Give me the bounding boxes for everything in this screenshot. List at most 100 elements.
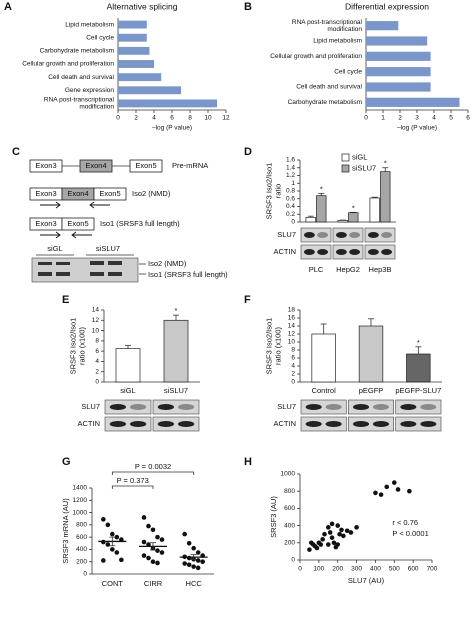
y-tick-label: 1000 [281, 471, 296, 478]
x-tick-label: 10 [204, 115, 212, 122]
y-tick-label: 0 [83, 571, 87, 578]
legend-label: siGL [352, 152, 367, 161]
blot-band [420, 421, 437, 427]
x-tick-label: 0 [116, 115, 120, 122]
data-point [391, 480, 397, 485]
category-label: Lipid metabolism [313, 38, 362, 45]
data-point [337, 531, 342, 537]
data-point [339, 527, 344, 533]
y-tick-label: 12 [288, 331, 296, 338]
data-point [155, 534, 160, 540]
blot [364, 227, 396, 243]
bar [118, 33, 147, 42]
legend-swatch [341, 153, 350, 162]
x-tick-label: 5 [449, 115, 453, 122]
y-tick-label: 600 [76, 534, 87, 541]
data-point [373, 490, 378, 496]
y-tick-label: 200 [76, 558, 87, 565]
category-label: Gene expression [65, 87, 115, 94]
category-label: modification [327, 26, 362, 33]
blot [152, 399, 200, 415]
x-tick-label: 700 [427, 566, 438, 573]
bar [366, 82, 431, 92]
y-tick-label: 14 [288, 323, 296, 330]
data-point [322, 531, 327, 537]
x-tick-label: HepG2 [336, 265, 360, 274]
blot-band [349, 249, 361, 255]
data-point [150, 527, 156, 533]
blot [300, 244, 332, 260]
p-value: P = 0.373 [117, 476, 149, 485]
bar [115, 348, 141, 383]
data-point [141, 515, 147, 520]
data-point [159, 537, 165, 542]
blot-band [177, 421, 195, 427]
x-tick-label: Control [312, 386, 337, 395]
blot-band [400, 404, 417, 410]
exon [79, 159, 113, 173]
y-axis-label: SRSF3 Iso2/Iso1 [264, 318, 273, 375]
y-axis-label: ratio (x100) [77, 327, 86, 365]
p-value: P = 0.0032 [135, 462, 171, 471]
y-tick-label: 600 [284, 505, 295, 512]
panel-label: D [244, 146, 252, 158]
y-tick-label: 200 [284, 540, 295, 547]
category-label: Carbohydrate metabolism [40, 48, 114, 55]
pre-mrna-label: Pre-mRNA [172, 161, 208, 170]
y-tick-label: 4 [95, 358, 99, 365]
x-tick-label: 2 [134, 115, 138, 122]
blot-band [352, 421, 370, 427]
blot [348, 399, 394, 415]
data-point [335, 542, 341, 547]
blot-band [349, 232, 361, 238]
y-axis-label: SRSF3 Iso2/Iso1 [68, 318, 77, 375]
data-point [335, 523, 341, 528]
x-tick-label: 500 [389, 566, 400, 573]
bar [118, 46, 150, 55]
category-label: Lipid metabolism [65, 21, 114, 28]
x-tick-label: 0 [298, 566, 302, 573]
y-tick-label: 0.6 [286, 195, 295, 202]
blot-band [372, 421, 390, 427]
band-label: Iso1 (SRSF3 full length) [148, 270, 228, 279]
category-label: Cell death and survival [296, 84, 362, 91]
data-point [155, 548, 160, 553]
data-point [186, 540, 192, 546]
exon-label: Exon5 [99, 189, 120, 198]
data-point [318, 542, 324, 547]
band-label: Iso2 (NMD) [148, 259, 187, 268]
primer-arrows [40, 201, 110, 209]
panel-label: B [244, 1, 252, 13]
bar [305, 217, 316, 223]
blot-band [157, 421, 175, 427]
data-point [146, 555, 151, 561]
isoform-label: Iso2 (NMD) [132, 189, 171, 198]
data-point [331, 540, 337, 546]
data-point [141, 539, 147, 545]
x-tick-label: 12 [222, 115, 230, 122]
panel-c: C Exon3 Exon4 Exon5 Pre-mRNA Exon3 Exon4… [12, 146, 228, 283]
x-tick-label: 6 [466, 115, 470, 122]
blot-label: SLU7 [277, 230, 296, 239]
y-tick-label: 0 [291, 379, 295, 386]
data-point [325, 542, 331, 547]
y-tick-label: 6 [95, 348, 99, 355]
lane-label: siGL [47, 244, 62, 253]
exon [29, 159, 63, 173]
x-tick-label: 400 [370, 566, 381, 573]
x-tick-label: pEGFP-SLU7 [395, 386, 441, 395]
bar [163, 319, 189, 383]
blot-band [305, 421, 322, 427]
x-tick-label: CIRR [144, 579, 163, 588]
x-tick-label: 600 [408, 566, 419, 573]
y-tick-label: 1.4 [286, 164, 295, 171]
significance: * [417, 338, 420, 347]
data-point [191, 564, 196, 569]
bar [118, 20, 147, 29]
blot [104, 399, 152, 415]
blot-band [157, 404, 175, 410]
blot-label: ACTIN [78, 419, 101, 428]
x-tick-label: 4 [152, 115, 156, 122]
y-tick-label: 10 [92, 327, 100, 334]
data-point [105, 522, 111, 528]
